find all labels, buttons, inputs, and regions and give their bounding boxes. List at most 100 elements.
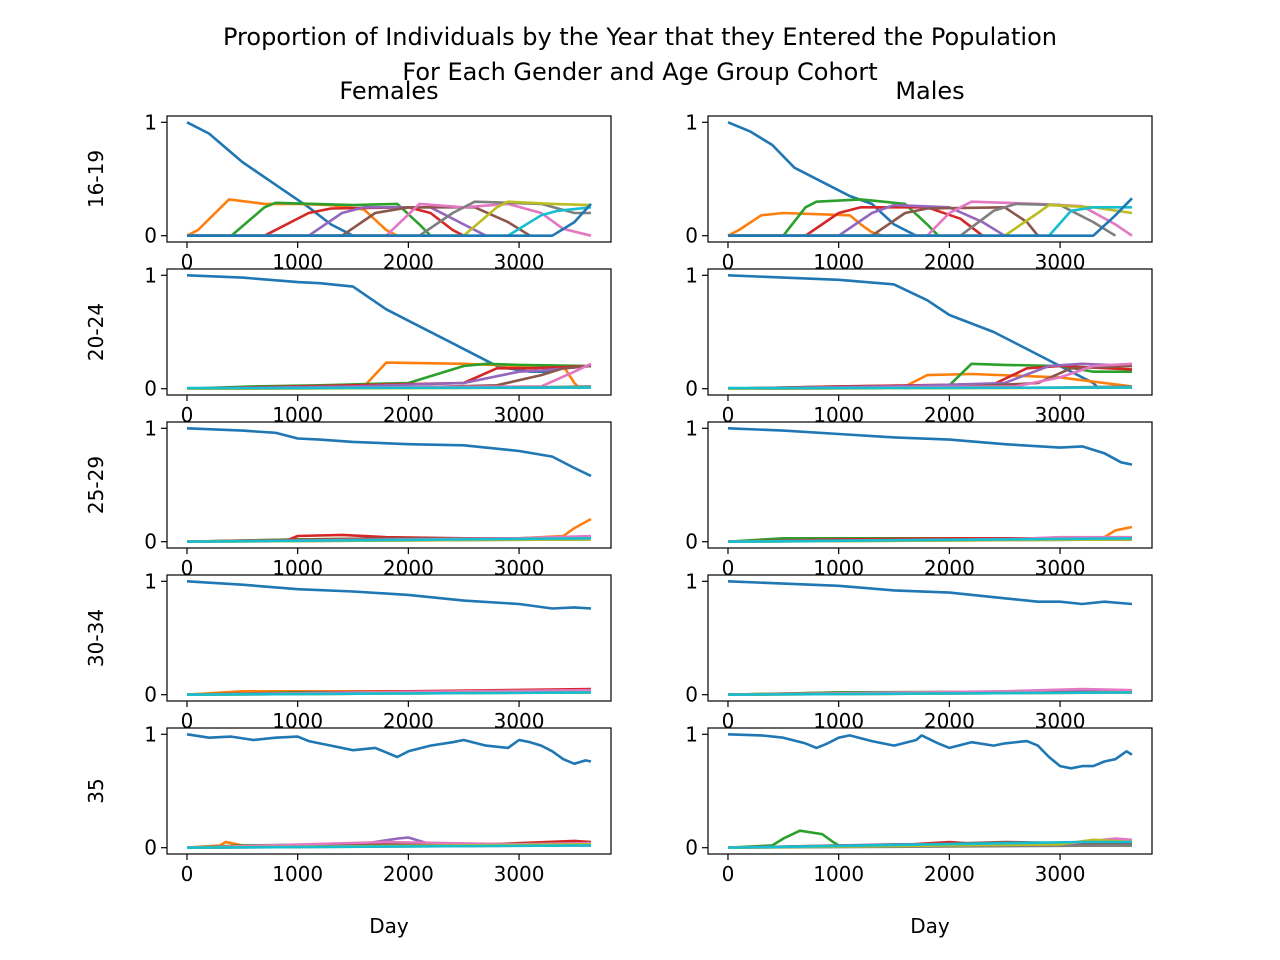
panel-males-20-24-frame — [707, 268, 1153, 396]
panel-males-35-y-tick-label: 1 — [685, 722, 698, 746]
panel-females-35: 0 1 0 1000 2000 3000 — [144, 722, 612, 886]
panel-males-16-19-series-line — [728, 197, 1133, 237]
panel-females-16-19-x-tick-label: 1000 — [272, 250, 323, 274]
panel-males-20-24-x-tick-label: 3000 — [1035, 403, 1086, 427]
panel-males-16-19-y-tick-label: 1 — [685, 110, 698, 134]
panel-females-20-24-series-line — [186, 386, 592, 390]
panel-males-25-29-y-tick-label: 0 — [685, 530, 698, 554]
panel-females-35-x-tick-label: 3000 — [494, 862, 545, 886]
panel-males-30-34-x-tick-label: 2000 — [924, 709, 975, 733]
panel-females-30-34-x-tick-label: 0 — [181, 709, 194, 733]
panel-males-30-34-series-line — [727, 580, 1133, 606]
panel-females-16-19-series-line — [187, 201, 432, 237]
panel-females-16-19-y-tick-label: 1 — [144, 110, 157, 134]
panel-females-25-29-x-tick-label: 0 — [181, 556, 194, 580]
panel-females-16-19-series-line — [187, 202, 592, 237]
panel-males-16-19-series-line — [727, 211, 884, 237]
panel-males-20-24: 0 1 0 1000 2000 3000 — [685, 263, 1153, 427]
panel-females-35-x-tick-label: 1000 — [272, 862, 323, 886]
panel-males-35-frame — [707, 727, 1153, 855]
row-label-16-19: 16-19 — [84, 150, 108, 208]
panel-females-16-19-x-tick-label: 2000 — [383, 250, 434, 274]
panel-females-35-y-tick-label: 1 — [144, 722, 157, 746]
panel-males-30-34-y-tick-label: 0 — [685, 683, 698, 707]
panel-females-30-34-y-tick-label: 0 — [144, 683, 157, 707]
row-label-30-34: 30-34 — [84, 609, 108, 667]
panel-males-16-19-series-line — [727, 121, 917, 237]
panel-males-20-24-x-tick-label: 1000 — [813, 403, 864, 427]
panel-males-16-19-x-tick-label: 1000 — [813, 250, 864, 274]
panel-females-30-34-y-tick-label: 1 — [144, 569, 157, 593]
panel-females-25-29-series-line — [186, 427, 592, 478]
panel-females-20-24-x-tick-label: 0 — [181, 403, 194, 427]
row-label-25-29: 25-29 — [84, 456, 108, 514]
panel-females-30-34-series-line — [186, 580, 592, 610]
panel-males-25-29-x-tick-label: 3000 — [1035, 556, 1086, 580]
panel-males-30-34-x-tick-label: 3000 — [1035, 709, 1086, 733]
panel-females-20-24-frame — [166, 268, 612, 396]
panel-females-16-19-x-tick-label: 3000 — [494, 250, 545, 274]
panel-females-25-29-frame — [166, 421, 612, 549]
panel-males-25-29-y-tick-label: 1 — [685, 416, 698, 440]
panel-females-35-x-tick-label: 2000 — [383, 862, 434, 886]
panel-males-35-x-tick-label: 2000 — [924, 862, 975, 886]
panel-males-25-29-x-tick-label: 0 — [722, 556, 735, 580]
panel-females-20-24-series-line — [186, 274, 553, 374]
panel-females-20-24-x-tick-label: 1000 — [272, 403, 323, 427]
panel-males-25-29-frame — [707, 421, 1153, 549]
panel-males-20-24-series-line — [727, 274, 1100, 390]
panel-males-30-34-x-tick-label: 0 — [722, 709, 735, 733]
panel-males-35-series-line — [727, 840, 1132, 849]
column-title-males: Males — [895, 77, 964, 105]
panel-females-16-19-y-tick-label: 0 — [144, 224, 157, 248]
panel-females-16-19-x-tick-label: 0 — [181, 250, 194, 274]
panel-males-35-y-tick-label: 0 — [685, 836, 698, 860]
panel-males-25-29-x-tick-label: 1000 — [813, 556, 864, 580]
panel-males-25-29: 0 1 0 1000 2000 3000 — [685, 416, 1153, 580]
panel-females-35-series-line — [186, 844, 592, 849]
panel-females-30-34-series-line — [186, 691, 592, 696]
panel-females-35-y-tick-label: 0 — [144, 836, 157, 860]
panel-males-20-24-x-tick-label: 2000 — [924, 403, 975, 427]
panel-males-35-x-tick-label: 0 — [722, 862, 735, 886]
panel-males-35-series-line — [727, 733, 1133, 770]
panel-females-25-29: 0 1 0 1000 2000 3000 — [144, 416, 612, 580]
panel-males-16-19-x-tick-label: 2000 — [924, 250, 975, 274]
panel-males-25-29-series-line — [727, 537, 1133, 543]
x-axis-label-females: Day — [369, 914, 409, 938]
panel-males-20-24-series-line — [727, 386, 1133, 390]
panel-females-25-29-x-tick-label: 2000 — [383, 556, 434, 580]
panel-males-30-34-frame — [707, 574, 1153, 702]
panel-females-20-24-x-tick-label: 2000 — [383, 403, 434, 427]
panel-females-25-29-x-tick-label: 1000 — [272, 556, 323, 580]
panel-males-20-24-y-tick-label: 0 — [685, 377, 698, 401]
panel-males-30-34-y-tick-label: 1 — [685, 569, 698, 593]
figure-title-line-1: Proportion of Individuals by the Year th… — [223, 23, 1057, 51]
x-axis-label-males: Day — [910, 914, 950, 938]
panel-males-30-34-x-tick-label: 1000 — [813, 709, 864, 733]
panel-males-16-19-series-line — [728, 198, 940, 237]
panel-females-20-24-y-tick-label: 1 — [144, 263, 157, 287]
panel-males-16-19-frame — [707, 115, 1153, 243]
panel-females-25-29-y-tick-label: 1 — [144, 416, 157, 440]
panel-males-16-19: 0 1 0 1000 2000 3000 — [685, 110, 1153, 274]
panel-males-16-19-x-tick-label: 3000 — [1035, 250, 1086, 274]
panel-females-16-19: 0 1 0 1000 2000 3000 — [144, 110, 612, 274]
panel-males-35-x-tick-label: 1000 — [813, 862, 864, 886]
panel-females-30-34-x-tick-label: 3000 — [494, 709, 545, 733]
panel-females-25-29-x-tick-label: 3000 — [494, 556, 545, 580]
panel-females-30-34-x-tick-label: 1000 — [272, 709, 323, 733]
panel-males-25-29-x-tick-label: 2000 — [924, 556, 975, 580]
panel-males-30-34: 0 1 0 1000 2000 3000 — [685, 569, 1153, 733]
panel-females-35-series-line — [186, 733, 592, 766]
panel-females-20-24-x-tick-label: 3000 — [494, 403, 545, 427]
column-title-females: Females — [339, 77, 438, 105]
row-label-35: 35 — [84, 778, 108, 803]
panel-females-20-24: 0 1 0 1000 2000 3000 — [144, 263, 612, 427]
panel-females-30-34-frame — [166, 574, 612, 702]
panel-males-35: 0 1 0 1000 2000 3000 — [685, 722, 1153, 886]
panel-females-30-34-x-tick-label: 2000 — [383, 709, 434, 733]
panel-males-25-29-series-line — [727, 427, 1133, 466]
